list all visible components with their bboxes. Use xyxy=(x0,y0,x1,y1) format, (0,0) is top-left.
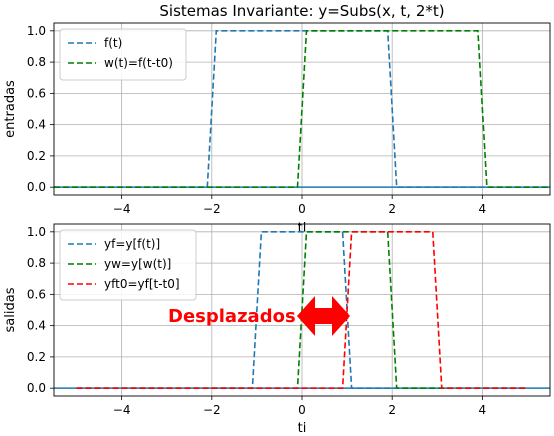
legend-label-1: f(t) xyxy=(104,36,122,50)
double-arrow-icon xyxy=(297,296,350,336)
y-tick-label: 0.2 xyxy=(27,350,46,364)
legend-box xyxy=(59,229,197,301)
x-tick-label: 4 xyxy=(479,403,487,417)
x-tick-label: 0 xyxy=(298,403,306,417)
y-tick-label: 0.4 xyxy=(27,118,46,132)
y-tick-label: 1.0 xyxy=(27,225,46,239)
y-axis-label: entradas xyxy=(3,80,18,138)
series-line-3 xyxy=(76,231,528,390)
x-tick-label: −4 xyxy=(113,202,131,216)
y-tick-label: 0.0 xyxy=(27,180,46,194)
x-tick-label: 2 xyxy=(388,403,396,417)
y-tick-label: 0.6 xyxy=(27,287,46,301)
chart-entradas: −4 −2 0 2 40.00.20.40.60.81.0tientradasf(t)w… xyxy=(3,22,551,236)
x-tick-label: 0 xyxy=(298,202,306,216)
legend-label-2: yw=y[w(t)] xyxy=(104,257,171,271)
y-tick-label: 1.0 xyxy=(27,24,46,38)
x-tick-label: −2 xyxy=(203,202,221,216)
x-axis-label: ti xyxy=(298,421,307,436)
y-tick-label: 0.8 xyxy=(27,55,46,69)
x-tick-label: 2 xyxy=(388,202,396,216)
legend-label-1: yf=y[f(t)] xyxy=(104,237,160,251)
series-line-2 xyxy=(54,29,550,188)
x-tick-label: −2 xyxy=(203,403,221,417)
y-tick-label: 0.4 xyxy=(27,319,46,333)
chart-salidas: −4 −2 0 2 4 0.0 0.2 0.4 0.6 0.8 1.0 ti salidas yf=y[f… xyxy=(3,223,551,436)
y-tick-label: 0.8 xyxy=(27,256,46,270)
legend-label-2: w(t)=f(t-t0) xyxy=(104,56,173,70)
legend-label-3: yft0=yf[t-t0] xyxy=(104,277,180,291)
figure-title: Sistemas Invariante: y=Subs(x, t, 2*t) xyxy=(159,2,444,20)
y-axis-label: salidas xyxy=(3,287,18,332)
y-tick-label: 0.0 xyxy=(27,381,46,395)
annotation-text: Desplazados xyxy=(168,306,296,327)
y-tick-label: 0.6 xyxy=(27,86,46,100)
legend-box xyxy=(59,28,187,81)
y-tick-label: 0.2 xyxy=(27,149,46,163)
x-tick-label: −4 xyxy=(113,403,131,417)
x-tick-label: 4 xyxy=(479,202,487,216)
